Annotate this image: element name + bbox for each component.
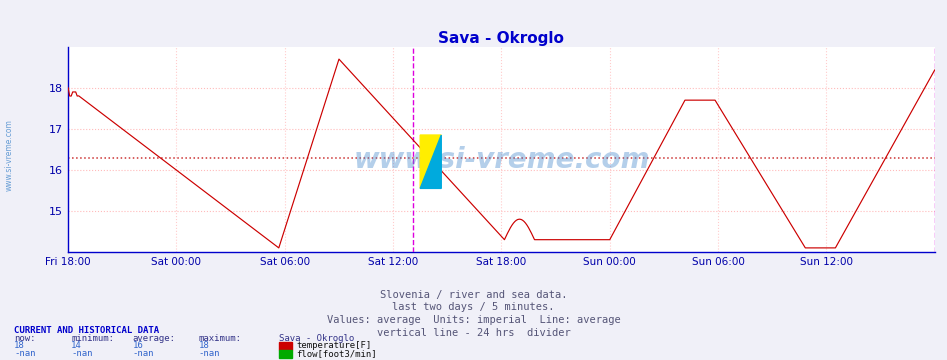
Text: -nan: -nan (14, 350, 36, 359)
Text: 16: 16 (133, 342, 143, 351)
Text: temperature[F]: temperature[F] (296, 341, 371, 350)
Text: last two days / 5 minutes.: last two days / 5 minutes. (392, 302, 555, 312)
Text: maximum:: maximum: (199, 334, 241, 343)
Text: Values: average  Units: imperial  Line: average: Values: average Units: imperial Line: av… (327, 315, 620, 325)
Text: now:: now: (14, 334, 36, 343)
Text: -nan: -nan (199, 350, 221, 359)
Text: -nan: -nan (71, 350, 93, 359)
Text: flow[foot3/min]: flow[foot3/min] (296, 349, 377, 358)
Text: minimum:: minimum: (71, 334, 114, 343)
Text: 14: 14 (71, 342, 81, 351)
Text: average:: average: (133, 334, 175, 343)
Text: Sava - Okroglo: Sava - Okroglo (279, 334, 354, 343)
Text: -nan: -nan (133, 350, 154, 359)
Polygon shape (420, 135, 441, 188)
Polygon shape (420, 135, 441, 188)
Text: Slovenia / river and sea data.: Slovenia / river and sea data. (380, 290, 567, 300)
Text: 18: 18 (14, 342, 25, 351)
Text: vertical line - 24 hrs  divider: vertical line - 24 hrs divider (377, 328, 570, 338)
Text: www.si-vreme.com: www.si-vreme.com (353, 146, 650, 174)
Text: CURRENT AND HISTORICAL DATA: CURRENT AND HISTORICAL DATA (14, 326, 159, 335)
Text: 18: 18 (199, 342, 209, 351)
Title: Sava - Okroglo: Sava - Okroglo (438, 31, 564, 46)
Text: www.si-vreme.com: www.si-vreme.com (5, 119, 14, 191)
